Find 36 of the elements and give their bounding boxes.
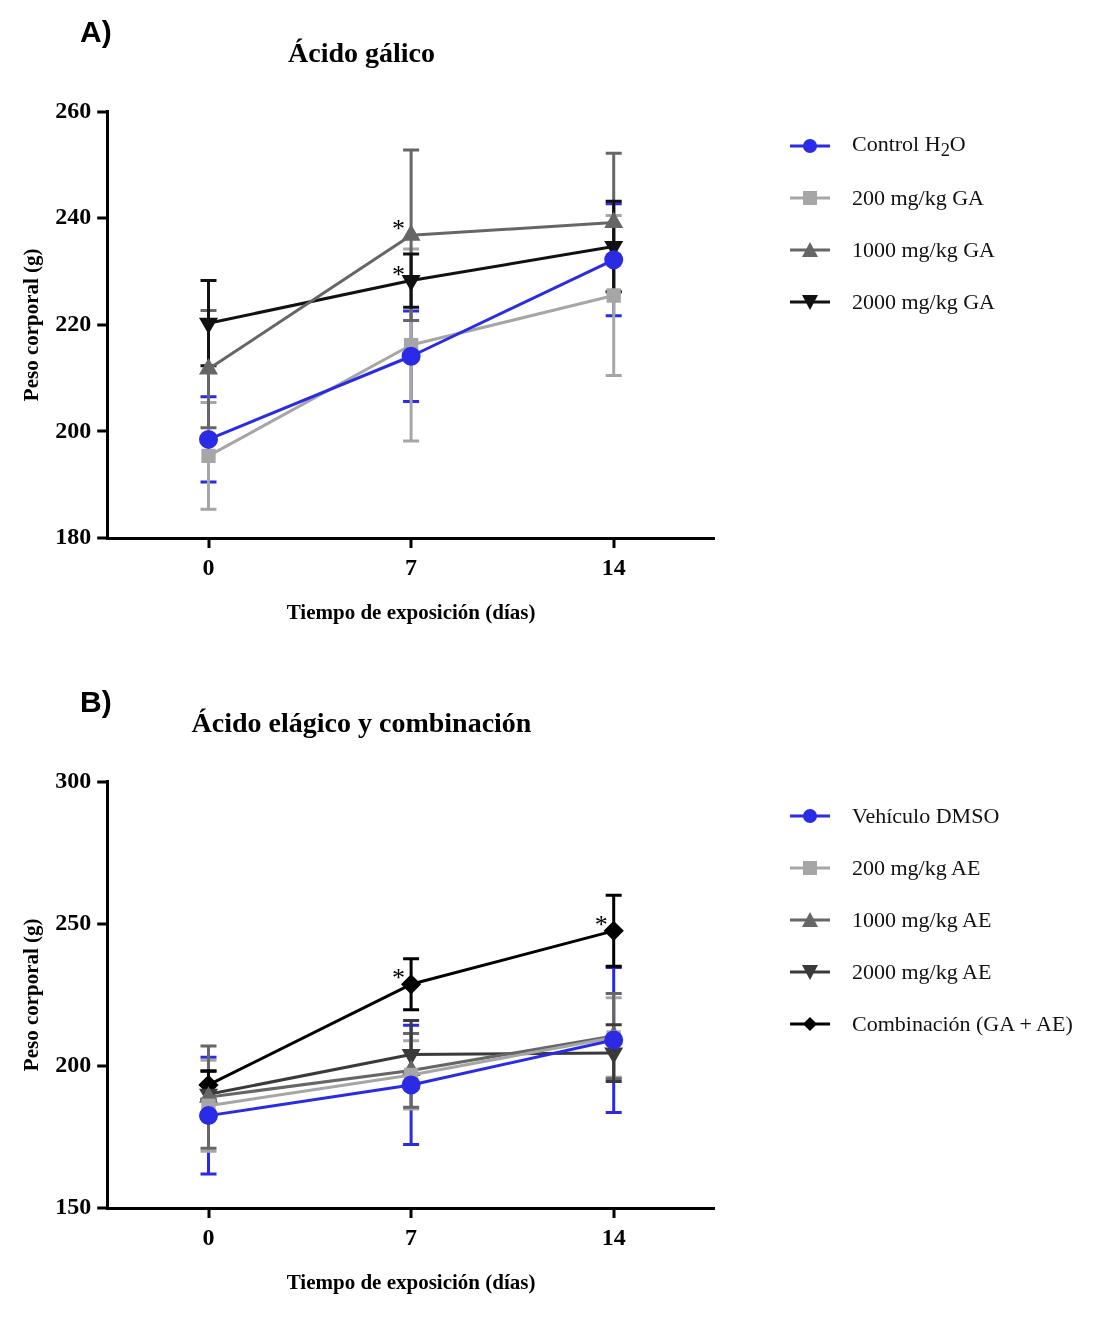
legend-label: 1000 mg/kg AE <box>852 907 992 933</box>
y-tick-label: 200 <box>55 1051 92 1078</box>
y-tick-label: 180 <box>55 523 92 550</box>
y-tick-label: 260 <box>55 96 92 123</box>
legend-label: 2000 mg/kg GA <box>852 289 995 315</box>
y-tick-label: 220 <box>55 310 92 336</box>
y-tick-label: 300 <box>55 766 92 793</box>
data-label: * <box>392 963 406 994</box>
x-tick-label: 7 <box>405 553 418 580</box>
legend-label: Combinación (GA + AE) <box>852 1011 1073 1037</box>
legend-label: Vehículo DMSO <box>852 803 1000 829</box>
legend-label: 200 mg/kg AE <box>852 855 981 881</box>
data-label: * <box>392 214 406 245</box>
y-tick-label: 250 <box>55 908 92 935</box>
data-label: * <box>594 909 608 940</box>
x-tick-label: 14 <box>601 1223 626 1250</box>
legend-label: 2000 mg/kg AE <box>852 959 992 985</box>
text: B) <box>80 685 112 719</box>
y-tick-label: 240 <box>55 203 92 230</box>
chart-title: Ácido elágico y combinación <box>191 707 532 739</box>
data-label: * <box>392 259 406 290</box>
legend-label: 1000 mg/kg GA <box>852 237 995 263</box>
x-tick-label: 14 <box>601 553 626 580</box>
legend-label: Control H$_{2}$O <box>852 130 966 162</box>
y-axis-title: Peso corporal (g) <box>19 918 44 1072</box>
y-tick-label: 200 <box>55 416 92 443</box>
x-tick-label: 7 <box>405 1223 418 1250</box>
x-tick-label: 0 <box>202 553 215 580</box>
chart-title: Ácido gálico <box>288 37 435 69</box>
x-axis-title: Tiempo de exposición (días) <box>286 1269 536 1294</box>
y-axis-title: Peso corporal (g) <box>19 248 44 402</box>
legend-label: 200 mg/kg GA <box>852 185 984 211</box>
x-axis-title: Tiempo de exposición (días) <box>286 599 536 624</box>
x-tick-label: 0 <box>202 1223 215 1250</box>
y-tick-label: 150 <box>55 1193 92 1220</box>
text: A) <box>80 15 112 49</box>
